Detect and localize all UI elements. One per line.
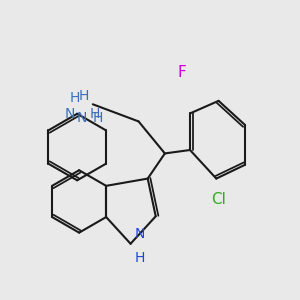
Text: H: H: [79, 89, 89, 103]
Text: H: H: [90, 107, 100, 121]
Text: N: N: [77, 111, 87, 125]
Text: Cl: Cl: [211, 192, 226, 207]
Text: F: F: [178, 65, 186, 80]
Text: N: N: [64, 107, 75, 121]
Text: N: N: [135, 227, 146, 241]
Text: H: H: [135, 251, 146, 265]
Text: H: H: [93, 111, 103, 125]
Text: H: H: [70, 91, 80, 105]
